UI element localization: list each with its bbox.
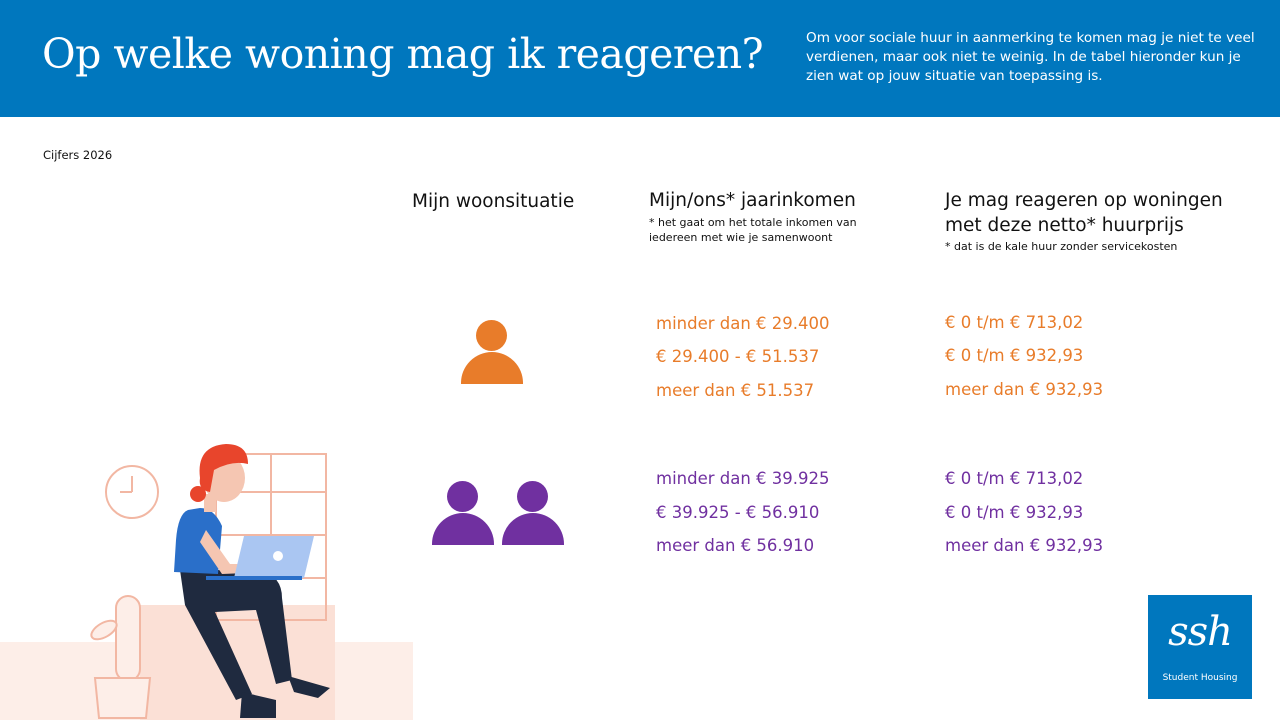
student-laptop-illustration [0, 444, 413, 720]
ssh-logo: ssh Student Housing [1148, 595, 1252, 699]
header-banner: Op welke woning mag ik reageren? Om voor… [0, 0, 1280, 117]
single-rent-row-1: € 0 t/m € 713,02 [945, 313, 1084, 332]
ssh-logo-mark: ssh [1168, 609, 1233, 655]
single-rent-row-2: € 0 t/m € 932,93 [945, 346, 1084, 365]
year-label: Cijfers 2026 [43, 148, 113, 162]
column-header-income: Mijn/ons* jaarinkomen [649, 190, 856, 211]
intro-text: Om voor sociale huur in aanmerking te ko… [806, 30, 1255, 84]
rent-footnote: * dat is de kale huur zonder servicekost… [945, 240, 1178, 253]
couple-income-row-1: minder dan € 39.925 [656, 469, 830, 488]
column-header-rent-line-2: met deze netto* huurprijs [945, 215, 1184, 236]
person-left-icon [432, 481, 494, 545]
couple-rent-row-1: € 0 t/m € 713,02 [945, 469, 1084, 488]
column-header-situation: Mijn woonsituatie [412, 191, 575, 212]
single-person-icon [461, 320, 523, 384]
couple-rent-row-2: € 0 t/m € 932,93 [945, 503, 1084, 522]
person-right-icon [502, 481, 564, 545]
clock-icon [105, 465, 159, 519]
couple-income-row-2: € 39.925 - € 56.910 [656, 503, 820, 522]
couple-income-row-3: meer dan € 56.910 [656, 536, 815, 555]
single-income-row-1: minder dan € 29.400 [656, 314, 830, 333]
single-income-row-3: meer dan € 51.537 [656, 381, 815, 400]
income-footnote: * het gaat om het totale inkomen van ied… [649, 216, 857, 244]
couple-rent-row-3: meer dan € 932,93 [945, 536, 1104, 555]
ssh-logo-tagline: Student Housing [1162, 673, 1238, 683]
column-header-rent-line-1: Je mag reageren op woningen [945, 190, 1223, 211]
page-title: Op welke woning mag ik reageren? [42, 30, 764, 78]
single-rent-row-3: meer dan € 932,93 [945, 380, 1104, 399]
single-income-row-2: € 29.400 - € 51.537 [656, 347, 820, 366]
laptop-icon [206, 536, 314, 580]
